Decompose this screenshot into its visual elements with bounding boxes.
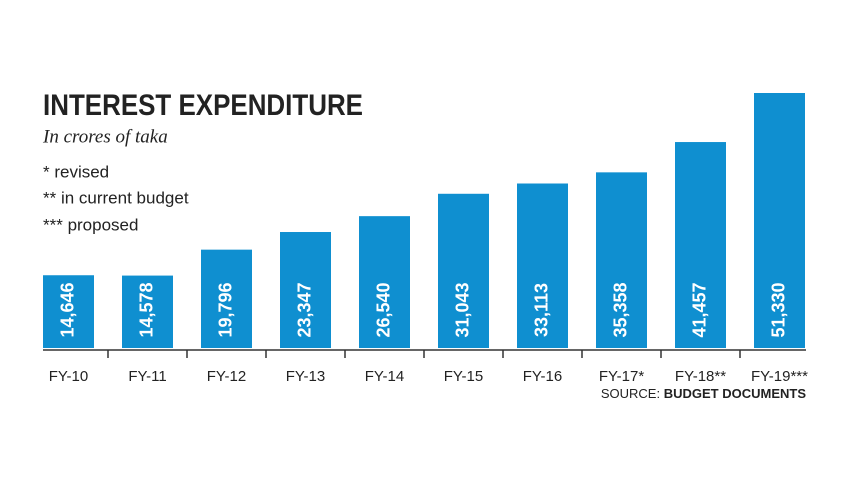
x-tick-label: FY-10 [49,368,88,385]
bar [675,142,726,348]
value-label: 41,457 [689,282,709,337]
bar [280,232,331,348]
source-text: BUDGET DOCUMENTS [664,386,807,401]
chart-title: INTEREST EXPENDITURE [43,89,363,122]
x-tick-label: FY-16 [523,368,562,385]
value-label: 33,113 [531,283,551,337]
bar [359,216,410,348]
bar [438,193,489,348]
value-label: 14,646 [57,282,77,337]
value-label: 19,796 [215,282,235,337]
x-tick-label: FY-17* [599,368,644,385]
value-label: 35,358 [610,282,630,337]
bar [754,93,805,348]
bar [43,275,94,348]
x-tick-label: FY-15 [444,368,483,385]
note: * revised [43,162,109,181]
note: ** in current budget [43,188,189,207]
value-label: 31,043 [452,282,472,337]
value-label: 14,578 [136,282,156,337]
bar [201,249,252,348]
x-tick-label: FY-18** [675,368,726,385]
note: *** proposed [43,215,138,234]
x-tick-label: FY-12 [207,368,246,385]
x-tick-label: FY-11 [128,368,166,385]
x-tick-label: FY-19*** [751,368,808,385]
source-label: SOURCE: [601,386,660,401]
source: SOURCE: BUDGET DOCUMENTS [601,386,806,401]
x-tick-label: FY-14 [365,368,404,385]
bar [517,183,568,348]
value-label: 23,347 [294,282,314,337]
value-label: 26,540 [373,282,393,337]
subtitle: In crores of taka [42,126,168,147]
bar [596,172,647,348]
bar [122,275,173,348]
value-label: 51,330 [768,282,788,337]
x-tick-label: FY-13 [286,368,325,385]
